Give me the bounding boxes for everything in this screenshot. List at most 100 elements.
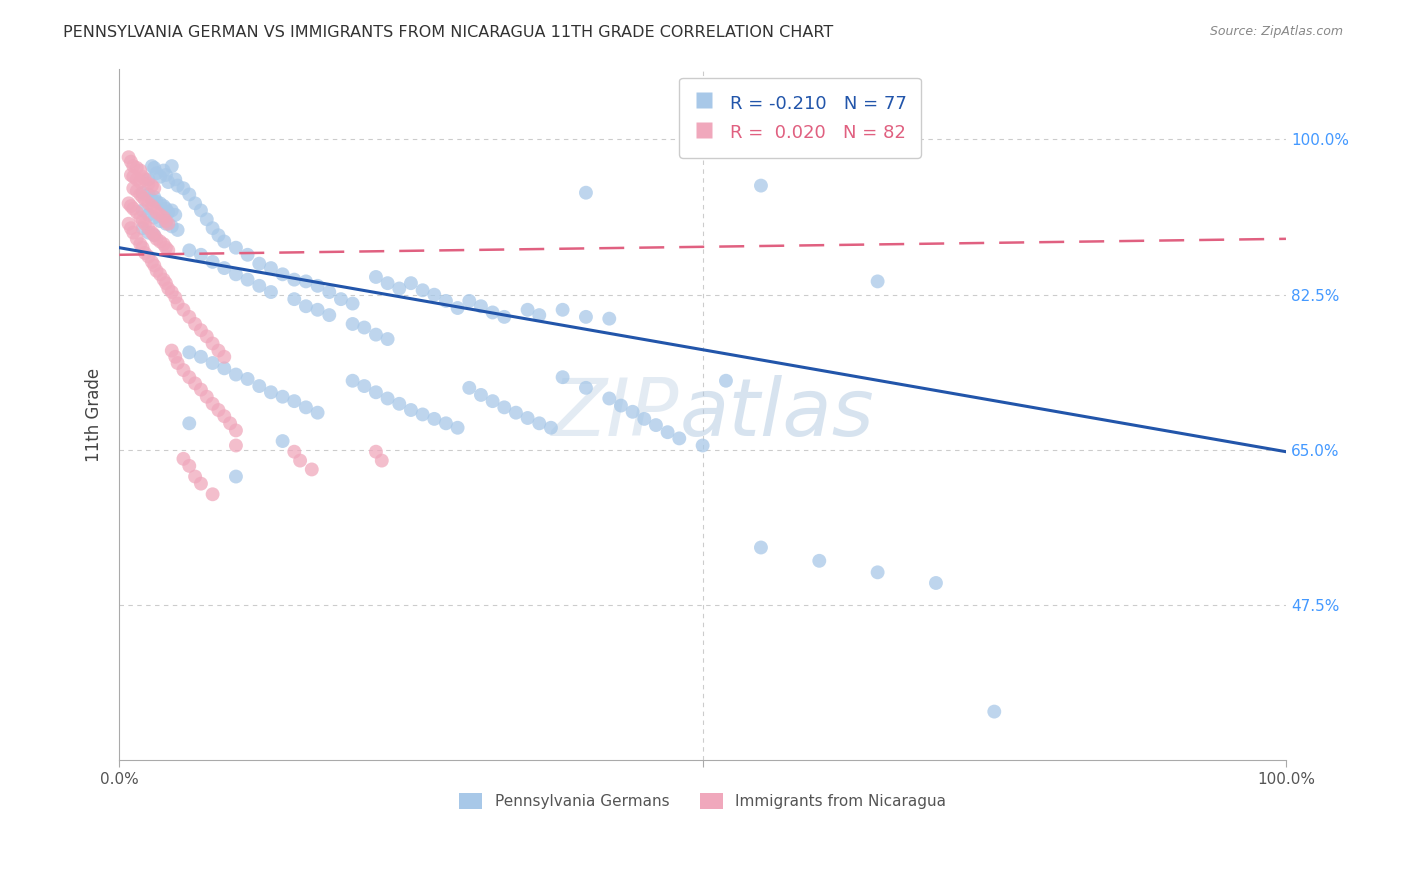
Point	[190, 383, 212, 397]
Point	[434, 417, 457, 431]
Point	[138, 196, 160, 211]
Point	[184, 317, 207, 331]
Point	[470, 299, 492, 313]
Point	[446, 301, 468, 315]
Point	[201, 397, 224, 411]
Point	[152, 199, 174, 213]
Point	[122, 159, 145, 173]
Point	[125, 232, 148, 246]
Point	[481, 394, 503, 409]
Point	[143, 211, 166, 225]
Point	[481, 305, 503, 319]
Point	[295, 274, 318, 288]
Point	[134, 217, 156, 231]
Point	[283, 444, 305, 458]
Point	[141, 255, 163, 269]
Point	[214, 350, 236, 364]
Point	[551, 370, 574, 384]
Point	[172, 302, 194, 317]
Point	[668, 431, 690, 445]
Point	[190, 350, 212, 364]
Point	[152, 272, 174, 286]
Point	[214, 261, 236, 276]
Point	[423, 287, 446, 301]
Point	[190, 248, 212, 262]
Point	[645, 418, 668, 433]
Point	[598, 392, 620, 406]
Point	[179, 370, 201, 384]
Point	[214, 409, 236, 424]
Point	[749, 178, 772, 193]
Point	[207, 228, 229, 243]
Point	[138, 177, 160, 191]
Point	[129, 187, 152, 202]
Point	[157, 244, 180, 258]
Point	[201, 221, 224, 235]
Point	[295, 401, 318, 415]
Point	[201, 356, 224, 370]
Point	[190, 323, 212, 337]
Point	[138, 172, 160, 186]
Point	[190, 476, 212, 491]
Point	[134, 246, 156, 260]
Point	[117, 150, 139, 164]
Point	[214, 235, 236, 249]
Point	[138, 208, 160, 222]
Point	[166, 223, 188, 237]
Point	[225, 268, 247, 282]
Point	[236, 248, 259, 262]
Point	[214, 361, 236, 376]
Point	[131, 169, 153, 184]
Point	[149, 208, 172, 222]
Point	[342, 296, 364, 310]
Point	[152, 163, 174, 178]
Point	[122, 202, 145, 216]
Point	[160, 203, 183, 218]
Point	[117, 196, 139, 211]
Point	[120, 199, 142, 213]
Point	[307, 302, 329, 317]
Point	[160, 219, 183, 234]
Point	[714, 374, 737, 388]
Point	[129, 237, 152, 252]
Point	[377, 332, 399, 346]
Point	[166, 296, 188, 310]
Point	[195, 329, 218, 343]
Point	[172, 181, 194, 195]
Point	[179, 310, 201, 324]
Point	[307, 278, 329, 293]
Point	[143, 259, 166, 273]
Point	[131, 214, 153, 228]
Point	[160, 159, 183, 173]
Point	[749, 541, 772, 555]
Point	[657, 425, 679, 440]
Point	[138, 187, 160, 202]
Point	[364, 444, 387, 458]
Point	[621, 405, 644, 419]
Point	[120, 221, 142, 235]
Point	[271, 434, 294, 448]
Point	[283, 272, 305, 286]
Point	[540, 421, 562, 435]
Point	[157, 205, 180, 219]
Point	[157, 217, 180, 231]
Point	[283, 292, 305, 306]
Point	[145, 166, 167, 180]
Point	[342, 317, 364, 331]
Point	[143, 228, 166, 243]
Point	[129, 163, 152, 178]
Point	[371, 453, 394, 467]
Point	[225, 424, 247, 438]
Point	[207, 343, 229, 358]
Point	[155, 241, 177, 255]
Point	[866, 566, 889, 580]
Point	[190, 203, 212, 218]
Point	[160, 343, 183, 358]
Point	[179, 187, 201, 202]
Point	[236, 272, 259, 286]
Point	[207, 403, 229, 417]
Point	[494, 401, 516, 415]
Point	[166, 356, 188, 370]
Point	[145, 264, 167, 278]
Point	[423, 412, 446, 426]
